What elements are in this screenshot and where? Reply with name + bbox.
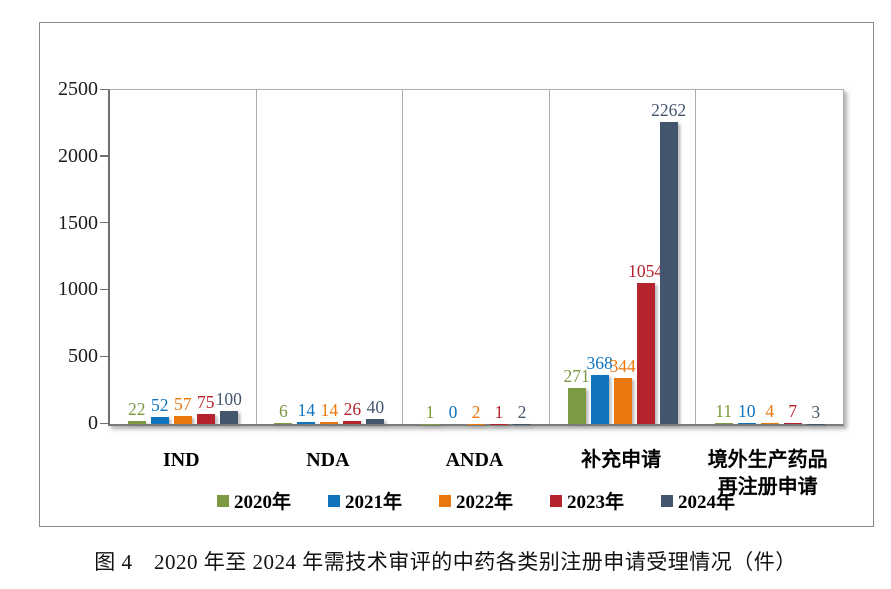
legend-label: 2022年 xyxy=(455,492,513,513)
category-label: IND xyxy=(162,449,200,471)
y-axis-tick xyxy=(100,88,108,90)
legend-item: 2021年 xyxy=(327,487,402,514)
legend-swatch xyxy=(327,494,340,507)
bar-value-label: 14 xyxy=(320,400,339,421)
bar-2021年-补充申请: 368 xyxy=(586,354,613,424)
bar-cluster: 271 368 344 1054 2262 xyxy=(550,90,696,424)
bar-value-label: 1 xyxy=(494,401,504,422)
y-axis-tick-label: 1500 xyxy=(58,211,98,234)
category-label: NDA xyxy=(306,449,350,471)
bar-value-label: 11 xyxy=(715,400,733,421)
legend-swatch xyxy=(438,494,451,507)
bar-cluster: 6 14 14 26 40 xyxy=(257,90,403,424)
bar-value-label: 75 xyxy=(197,391,215,412)
bar-value-label: 344 xyxy=(609,356,636,377)
bar-2020年-境外生产药品: 11 xyxy=(714,402,733,424)
bar-2021年-NDA: 14 xyxy=(297,401,316,424)
bar-2021年-境外生产药品: 10 xyxy=(737,402,756,424)
bar-2022年-补充申请: 344 xyxy=(609,357,636,424)
bar-value-label: 4 xyxy=(765,401,775,422)
bar-value-label: 7 xyxy=(788,401,798,422)
y-axis-tick xyxy=(100,155,108,157)
y-axis-tick-label: 2500 xyxy=(58,78,98,100)
y-axis-tick-label: 2000 xyxy=(58,144,98,167)
bar-value-label: 2262 xyxy=(651,99,687,120)
y-axis-tick-label: 1000 xyxy=(58,278,98,301)
legend-label: 2024年 xyxy=(678,492,736,513)
legend-swatch xyxy=(550,494,562,507)
bar-2024年-补充申请: 2262 xyxy=(651,101,686,424)
bar-value-label: 10 xyxy=(737,400,756,421)
y-axis-tick-label: 0 xyxy=(88,412,98,434)
bar-2023年-境外生产药品: 7 xyxy=(783,402,802,424)
category-label: 补充申请 xyxy=(581,449,662,471)
legend-label: 2021年 xyxy=(344,492,402,513)
legend-item: 2024年 xyxy=(661,487,735,514)
category-group: 22 52 57 75 100 xyxy=(110,90,257,424)
bar-value-label: 1 xyxy=(425,401,435,422)
legend-item: 2020年 xyxy=(216,487,291,514)
bar-value-label: 368 xyxy=(586,352,613,373)
bar-cluster: 11 10 4 7 3 xyxy=(696,90,843,424)
legend-swatch xyxy=(661,494,674,507)
y-axis-tick xyxy=(100,355,108,358)
bar-value-label: 57 xyxy=(174,394,192,415)
bar-2023年-补充申请: 1054 xyxy=(628,262,663,424)
y-axis-tick-label: 500 xyxy=(68,345,98,368)
bar-value-label: 14 xyxy=(297,400,316,421)
bar-value-label: 271 xyxy=(563,365,590,386)
category-group: 271 368 344 1054 2262 xyxy=(550,90,697,424)
category-group: 11 10 4 7 3 xyxy=(696,90,843,424)
bar-2023年-IND: 75 xyxy=(196,393,215,424)
legend-label: 2020年 xyxy=(233,492,291,513)
chart-container: 22 52 57 75 100 6 14 14 26 40 1 0 2 1 2 271 368 344 1054 22… xyxy=(39,22,874,527)
category-label: ANDA xyxy=(445,449,504,471)
bar-value-label: 100 xyxy=(215,388,242,409)
bar-value-label: 1054 xyxy=(628,261,664,282)
legend-item: 2022年 xyxy=(438,487,513,514)
bar-value-label: 6 xyxy=(279,401,288,422)
bar-value-label: 26 xyxy=(343,398,362,419)
bar-value-label: 3 xyxy=(811,401,821,422)
bar-value-label: 0 xyxy=(448,402,458,422)
legend-swatch xyxy=(216,494,229,507)
bar-2021年-IND: 52 xyxy=(150,396,169,424)
bar-value-label: 40 xyxy=(366,396,385,417)
y-axis-tick xyxy=(100,422,108,424)
y-axis-tick xyxy=(100,288,108,291)
legend-label: 2023年 xyxy=(567,492,625,513)
bar-cluster: 22 52 57 75 100 xyxy=(110,90,256,424)
legend: 2020年 2021年 2022年 2023年 2024年 xyxy=(108,487,844,514)
y-axis-tick xyxy=(100,222,108,224)
bar-2024年-IND: 100 xyxy=(216,390,242,424)
bar-value-label: 2 xyxy=(517,401,527,422)
plot-area: 22 52 57 75 100 6 14 14 26 40 1 0 2 1 2 271 368 344 1054 22… xyxy=(108,89,844,426)
category-label: 境外生产药品 再注册申请 xyxy=(707,449,828,498)
bar-2020年-补充申请: 271 xyxy=(563,367,590,424)
bar-value-label: 22 xyxy=(128,399,146,420)
bar-2020年-IND: 22 xyxy=(127,400,146,424)
bar-2024年-NDA: 40 xyxy=(366,398,385,424)
bar-2022年-NDA: 14 xyxy=(320,401,339,424)
bar-2020年-NDA: 6 xyxy=(274,402,293,424)
category-group: 6 14 14 26 40 xyxy=(257,90,404,424)
legend-item: 2023年 xyxy=(550,487,624,514)
bar-2022年-IND: 57 xyxy=(173,395,192,424)
figure-caption: 图 4 2020 年至 2024 年需技术审评的中药各类别注册申请受理情况（件） xyxy=(94,550,797,574)
bar-2023年-NDA: 26 xyxy=(343,400,362,424)
bar-2022年-境外生产药品: 4 xyxy=(760,402,779,424)
bar-value-label: 52 xyxy=(151,395,169,416)
bar-value-label: 2 xyxy=(471,401,481,422)
